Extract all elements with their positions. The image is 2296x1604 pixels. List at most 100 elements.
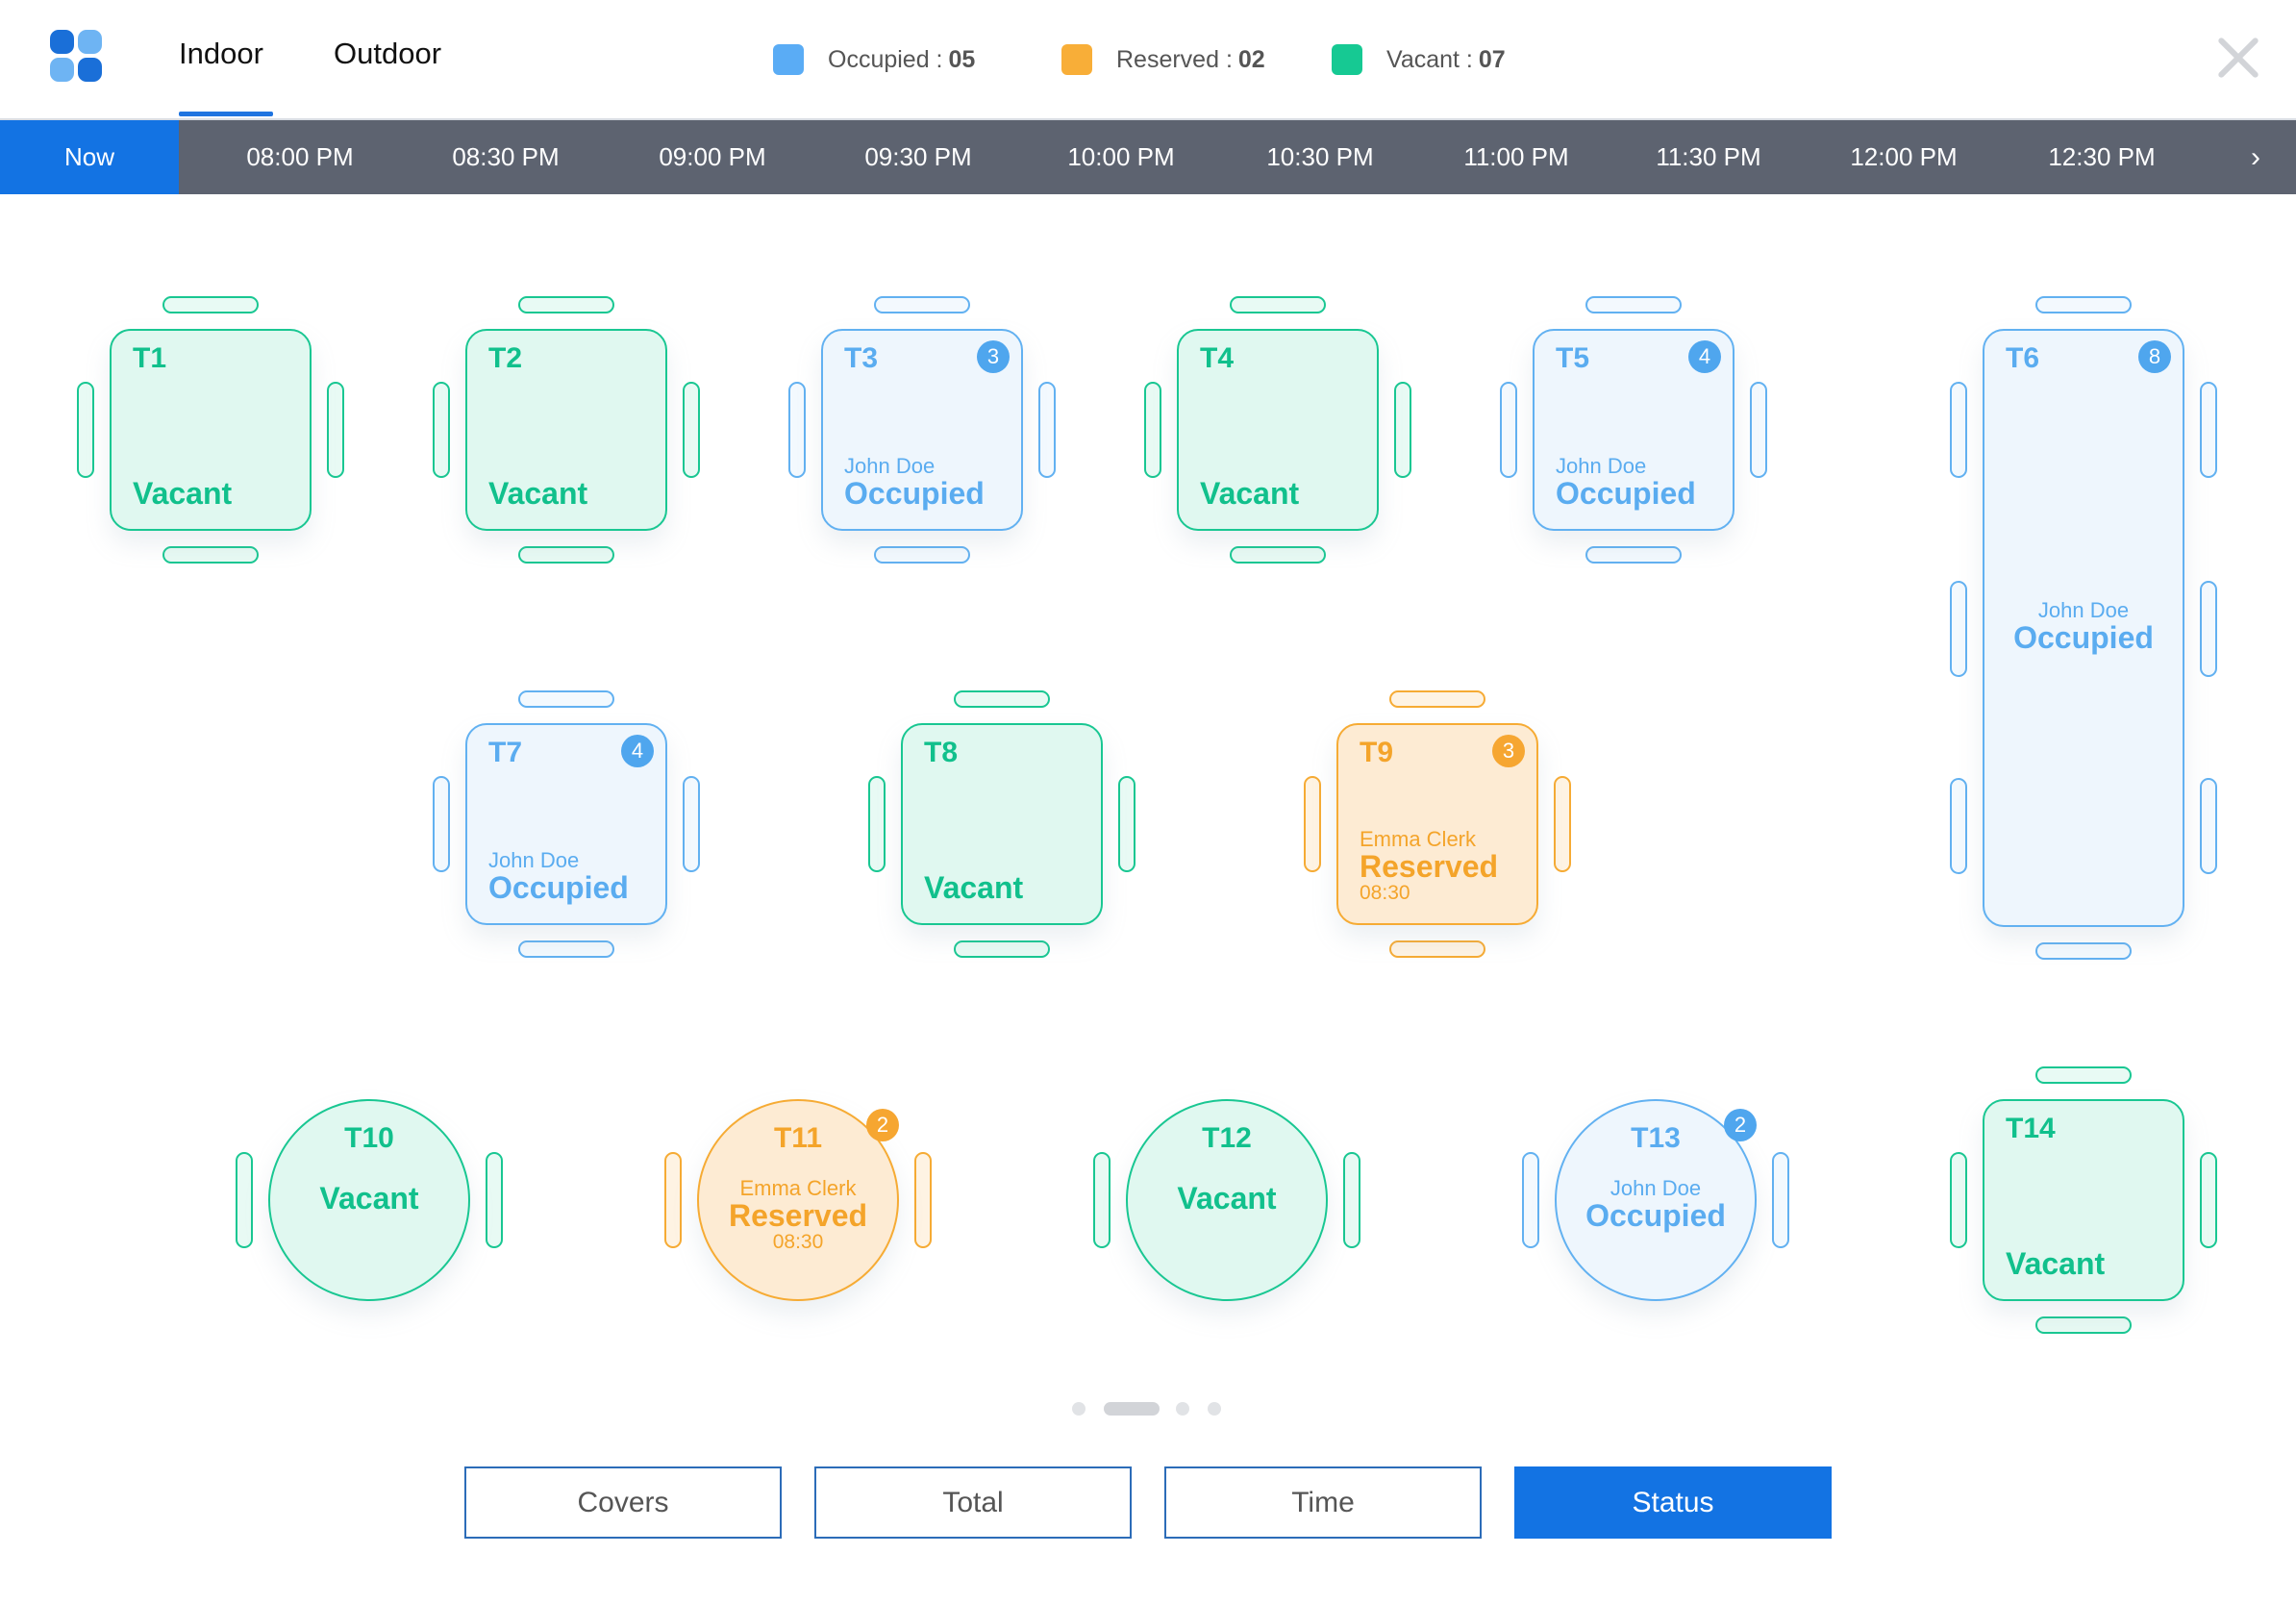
time-slot[interactable]: 10:00 PM: [1067, 142, 1175, 171]
table-t1[interactable]: T1 Vacant: [110, 329, 312, 531]
active-tab-indicator: [179, 112, 273, 116]
legend-reserved-count: 02: [1237, 45, 1265, 73]
table-status: Occupied: [2013, 620, 2154, 655]
table-info: Vacant: [1200, 477, 1367, 510]
covers-badge: 4: [621, 735, 654, 767]
table-t6[interactable]: T6 8 John Doe Occupied: [1983, 329, 2184, 927]
table-info: Vacant: [488, 477, 656, 510]
reservation-time: 08:30: [1360, 882, 1410, 904]
table-status: Occupied: [488, 870, 629, 905]
table-t14[interactable]: T14 Vacant: [1983, 1099, 2184, 1301]
table-info: Vacant: [924, 871, 1091, 904]
reservation-time: 08:30: [772, 1231, 824, 1253]
chair: [683, 776, 700, 872]
table-t3[interactable]: T3 3 John Doe Occupied: [821, 329, 1023, 531]
time-slot[interactable]: 09:30 PM: [864, 142, 972, 171]
tab-outdoor[interactable]: Outdoor: [334, 37, 442, 70]
table-status: Occupied: [1556, 476, 1696, 511]
chair: [1230, 296, 1326, 313]
tab-indoor[interactable]: Indoor: [179, 37, 263, 70]
covers-badge: 2: [1724, 1109, 1757, 1141]
chair: [874, 296, 970, 313]
vacant-swatch: [1332, 44, 1362, 75]
legend-vacant: Vacant : 07: [1332, 44, 1506, 75]
legend-occupied: Occupied : 05: [773, 44, 975, 75]
table-info: John Doe Occupied: [1984, 598, 2183, 655]
legend-reserved: Reserved : 02: [1061, 44, 1265, 75]
table-t5[interactable]: T5 4 John Doe Occupied: [1533, 329, 1734, 531]
table-status: Vacant: [2006, 1246, 2106, 1281]
chair: [518, 546, 614, 564]
legend-vacant-count: 07: [1478, 45, 1506, 73]
table-name: T10: [344, 1122, 394, 1154]
table-t8[interactable]: T8 Vacant: [901, 723, 1103, 925]
table-t13[interactable]: T13 2 John Doe Occupied: [1555, 1099, 1757, 1301]
status-button[interactable]: Status: [1514, 1466, 1832, 1539]
table-t7[interactable]: T7 4 John Doe Occupied: [465, 723, 667, 925]
table-t10[interactable]: T10 Vacant: [268, 1099, 470, 1301]
time-slot[interactable]: 08:30 PM: [452, 142, 560, 171]
table-info: Vacant: [133, 477, 300, 510]
time-slot[interactable]: 09:00 PM: [659, 142, 766, 171]
chair: [914, 1152, 932, 1248]
chair: [1093, 1152, 1111, 1248]
reserved-swatch: [1061, 44, 1092, 75]
chair: [1144, 382, 1161, 478]
time-button[interactable]: Time: [1164, 1466, 1482, 1539]
page-dot[interactable]: [1208, 1402, 1221, 1416]
chair: [1950, 1152, 1967, 1248]
chair: [1500, 382, 1517, 478]
chair: [433, 776, 450, 872]
time-slot[interactable]: 12:00 PM: [1850, 142, 1958, 171]
chair: [1585, 296, 1682, 313]
table-status: Vacant: [924, 870, 1024, 905]
table-info: Emma Clerk Reserved 08:30: [1360, 829, 1527, 904]
table-info: Emma Clerk Reserved 08:30: [699, 1178, 897, 1253]
chair: [1522, 1152, 1539, 1248]
table-t4[interactable]: T4 Vacant: [1177, 329, 1379, 531]
chair: [788, 382, 806, 478]
covers-badge: 3: [1492, 735, 1525, 767]
timeline-now[interactable]: Now: [0, 120, 179, 194]
app-logo-icon[interactable]: [50, 30, 104, 84]
time-slot[interactable]: 08:00 PM: [246, 142, 354, 171]
table-t2[interactable]: T2 Vacant: [465, 329, 667, 531]
chair: [1394, 382, 1411, 478]
page-dot[interactable]: [1176, 1402, 1189, 1416]
guest-name: John Doe: [1610, 1176, 1702, 1200]
chair: [433, 382, 450, 478]
timeline-bar: Now 08:00 PM 08:30 PM 09:00 PM 09:30 PM …: [0, 120, 2296, 194]
table-t11[interactable]: T11 2 Emma Clerk Reserved 08:30: [697, 1099, 899, 1301]
chair: [236, 1152, 253, 1248]
table-t9[interactable]: T9 3 Emma Clerk Reserved 08:30: [1336, 723, 1538, 925]
page-dot[interactable]: [1072, 1402, 1086, 1416]
table-name: T8: [924, 737, 959, 768]
legend-occupied-label: Occupied :: [828, 45, 943, 73]
chair: [1772, 1152, 1789, 1248]
chair: [1118, 776, 1136, 872]
close-icon[interactable]: [2217, 37, 2259, 79]
table-name: T12: [1202, 1122, 1252, 1154]
chair: [683, 382, 700, 478]
table-t12[interactable]: T12 Vacant: [1126, 1099, 1328, 1301]
chair: [2200, 581, 2217, 677]
time-slot[interactable]: 11:30 PM: [1656, 142, 1761, 171]
top-bar: Indoor Outdoor Occupied : 05 Reserved : …: [0, 0, 2296, 120]
guest-name: John Doe: [2037, 598, 2130, 622]
chair: [518, 940, 614, 958]
chair: [1950, 581, 1967, 677]
time-slot[interactable]: 11:00 PM: [1463, 142, 1569, 171]
page-dot-active[interactable]: [1104, 1402, 1160, 1416]
covers-button[interactable]: Covers: [464, 1466, 782, 1539]
total-button[interactable]: Total: [814, 1466, 1132, 1539]
time-slot[interactable]: 10:30 PM: [1266, 142, 1374, 171]
chevron-right-icon[interactable]: ›: [2251, 140, 2260, 173]
chair: [874, 546, 970, 564]
chair: [868, 776, 886, 872]
time-slot[interactable]: 12:30 PM: [2048, 142, 2156, 171]
table-name: T13: [1631, 1122, 1681, 1154]
chair: [518, 690, 614, 708]
table-status: Vacant: [1200, 476, 1300, 511]
table-status: Occupied: [1585, 1198, 1726, 1233]
table-name: T1: [133, 342, 167, 374]
